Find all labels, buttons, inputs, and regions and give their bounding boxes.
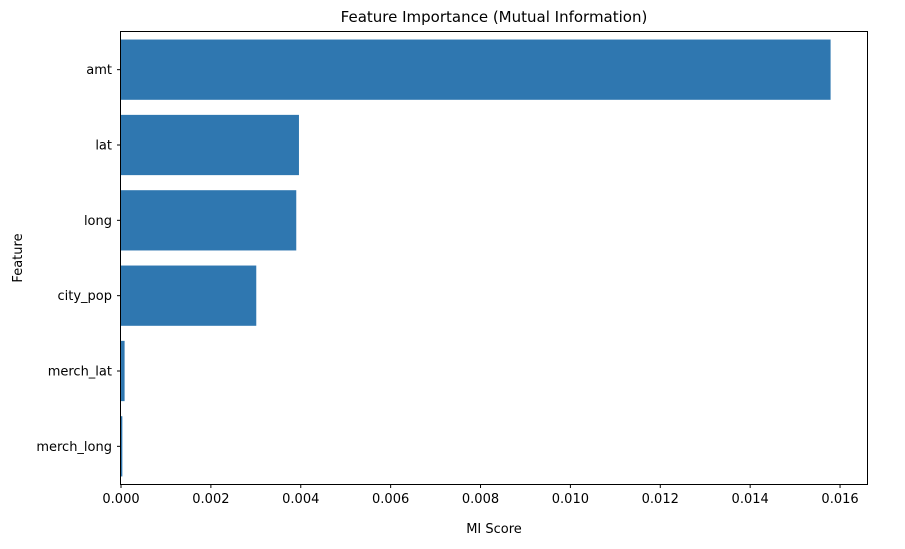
- x-tick-label: 0.004: [282, 492, 319, 507]
- bar-city-pop: [121, 265, 257, 326]
- y-axis-ticks: amt lat long city_pop merch_lat merch_long: [36, 63, 121, 455]
- bar-merch-long: [121, 416, 123, 477]
- y-tick-label: lat: [95, 139, 112, 154]
- y-tick-label: city_pop: [57, 289, 112, 304]
- bars-layer: [121, 39, 831, 477]
- x-tick-label: 0.006: [372, 492, 409, 507]
- plot-frame: [120, 31, 868, 485]
- y-tick-label: amt: [86, 63, 112, 78]
- y-tick-label: merch_long: [36, 440, 112, 455]
- x-axis-ticks: 0.000 0.002 0.004 0.006 0.008 0.010 0.012 0.014…: [102, 484, 859, 507]
- bar-long: [121, 190, 297, 251]
- x-axis-label: MI Score: [466, 522, 522, 537]
- x-tick-label: 0.008: [462, 492, 499, 507]
- x-tick-label: 0.016: [821, 492, 858, 507]
- x-tick-label: 0.014: [732, 492, 769, 507]
- bar-lat: [121, 114, 299, 176]
- bar-merch-lat: [121, 340, 125, 402]
- chart-title: Feature Importance (Mutual Information): [341, 8, 648, 26]
- x-tick-label: 0.012: [642, 492, 679, 507]
- bar-amt: [121, 39, 831, 100]
- x-tick-label: 0.010: [552, 492, 589, 507]
- y-tick-label: long: [84, 214, 112, 229]
- y-tick-label: merch_lat: [48, 365, 112, 380]
- x-tick-label: 0.002: [192, 492, 229, 507]
- x-tick-label: 0.000: [102, 492, 139, 507]
- y-axis-label: Feature: [11, 233, 26, 282]
